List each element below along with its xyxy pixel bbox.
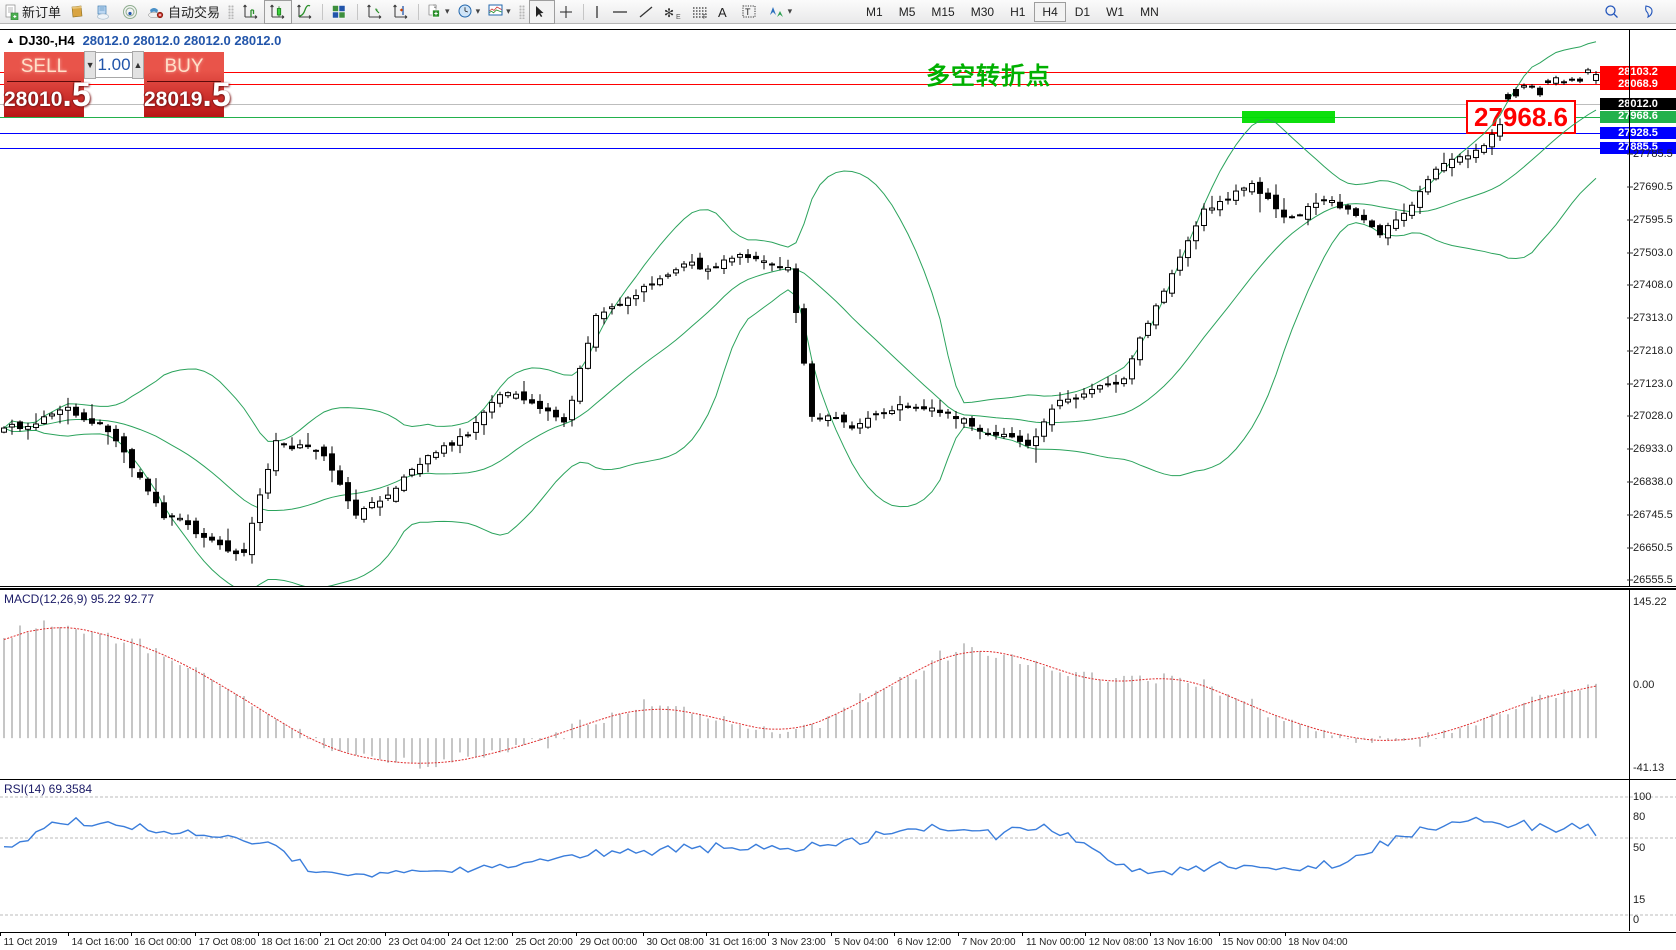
svg-text:A: A bbox=[718, 5, 727, 19]
svg-text:✻: ✻ bbox=[664, 6, 674, 19]
svg-text:T: T bbox=[745, 7, 751, 17]
svg-text:E: E bbox=[676, 14, 681, 19]
svg-text:F: F bbox=[703, 14, 707, 19]
